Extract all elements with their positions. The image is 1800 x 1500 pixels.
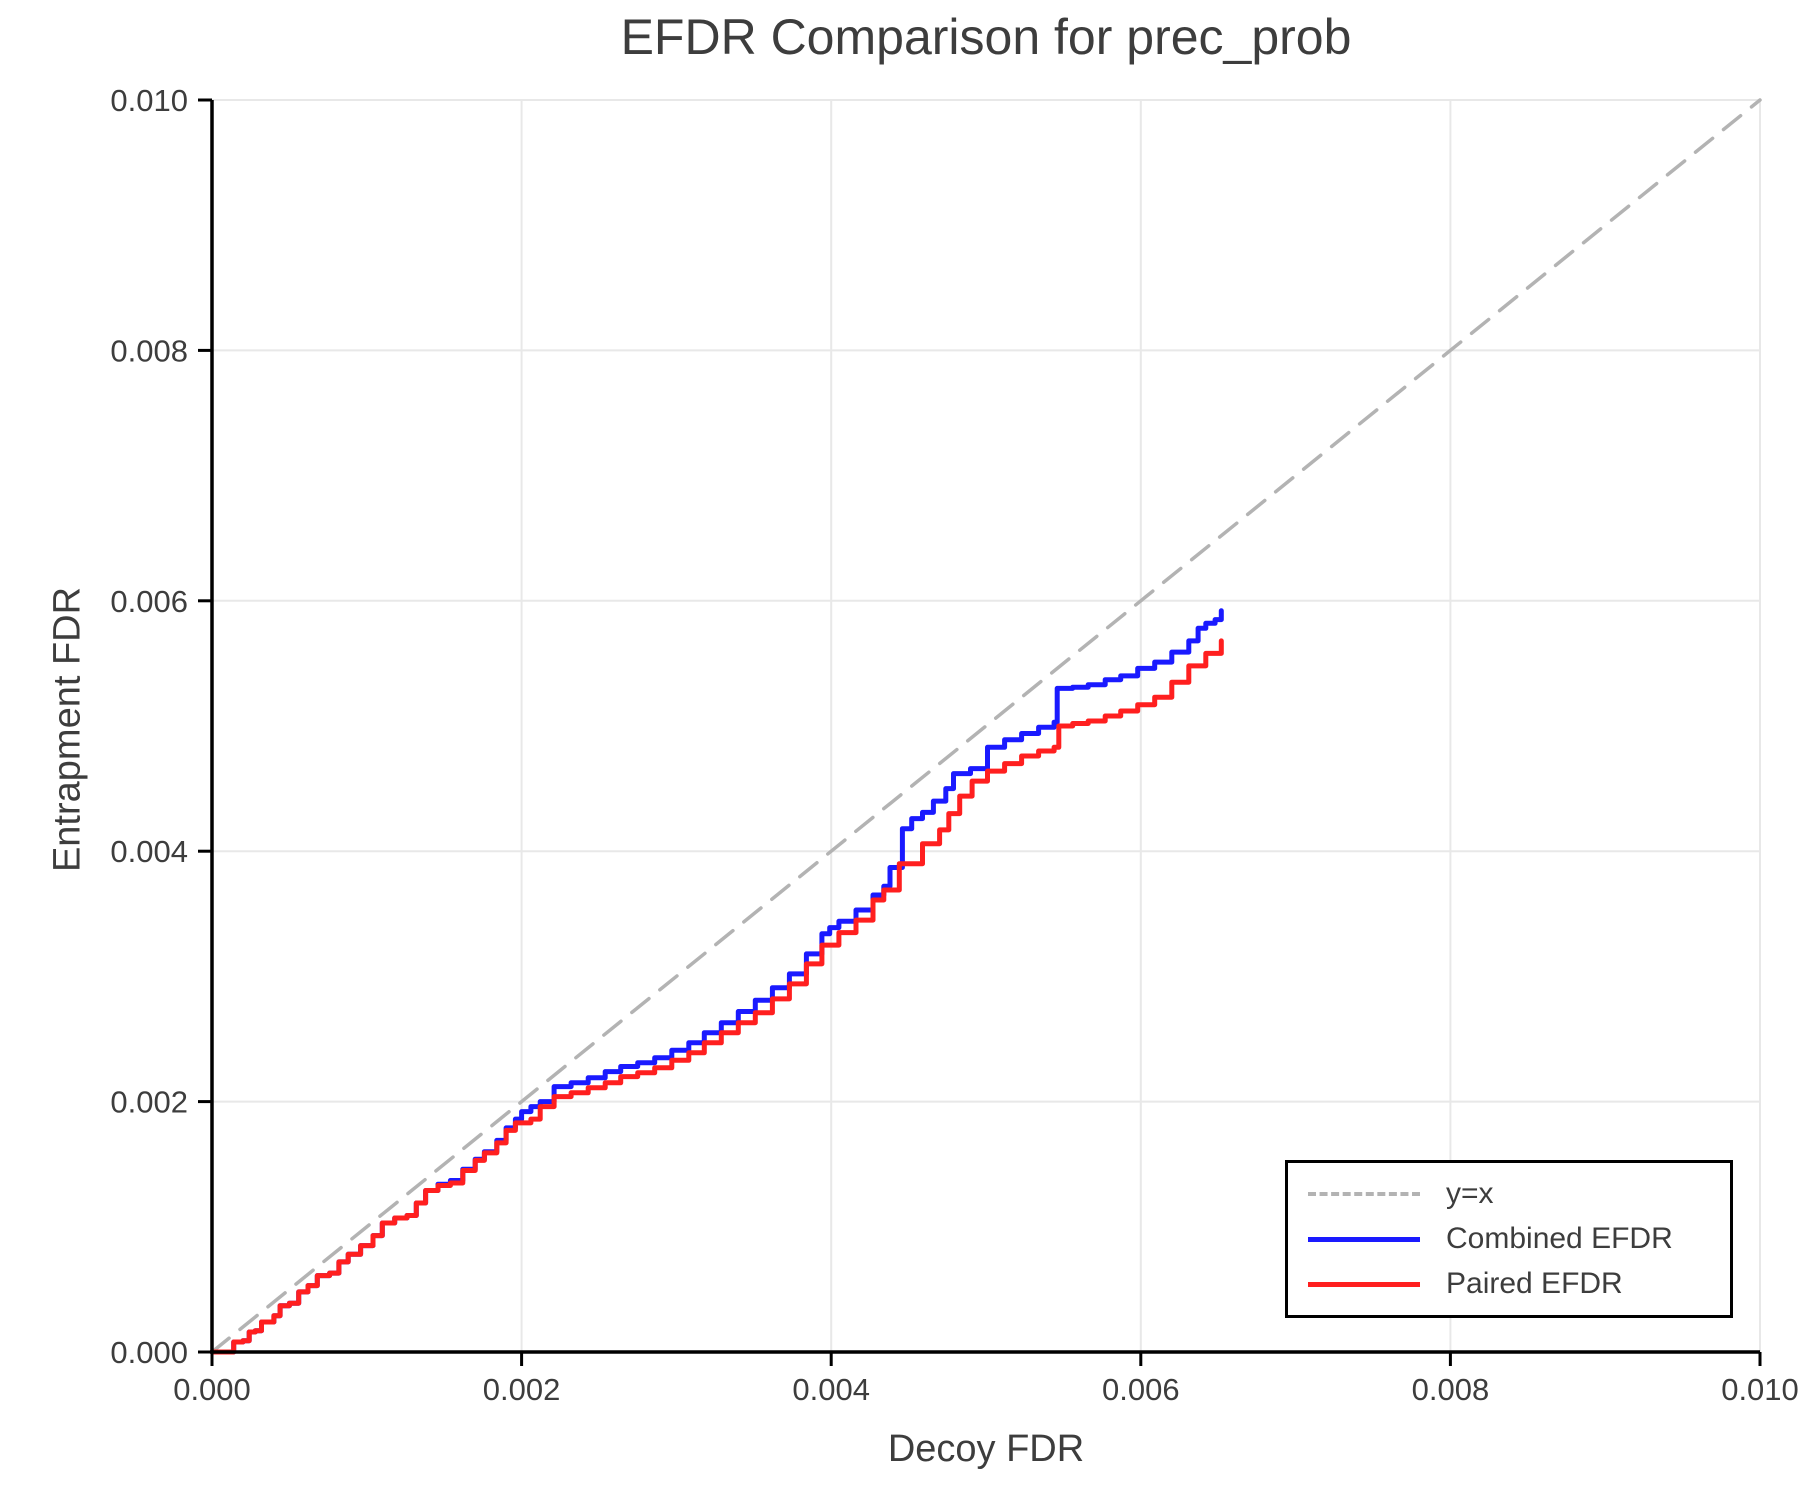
dashed-gray-line-swatch [1308,1192,1420,1196]
paired-efdr-line [209,638,1224,1355]
legend-item-yx: y=x [1308,1176,1730,1212]
red-line-swatch [1308,1281,1420,1287]
data-series [209,98,1762,1355]
x-tick-label: 0.000 [173,1372,251,1407]
legend-label: y=x [1446,1177,1494,1210]
chart-title: EFDR Comparison for prec_prob [620,9,1352,65]
x-tick-label: 0.004 [792,1372,870,1407]
legend-item-paired-efdr: Paired EFDR [1308,1266,1730,1302]
y-tick-label: 0.004 [110,834,188,869]
y-tick-label: 0.008 [110,333,188,368]
x-axis-label: Decoy FDR [887,1428,1085,1470]
y-tick-label: 0.002 [110,1085,188,1120]
legend-label: Paired EFDR [1446,1267,1623,1300]
y-tick-label: 0.000 [110,1335,188,1370]
x-tick-label: 0.006 [1102,1372,1180,1407]
legend: y=x Combined EFDR Paired EFDR [1285,1160,1733,1318]
blue-line-swatch [1308,1236,1420,1242]
x-tick-label: 0.008 [1412,1372,1490,1407]
diagonal-reference-line [210,98,1762,1354]
axis-ticks [198,98,1762,1366]
y-tick-label: 0.010 [110,83,188,118]
axes-spines [210,100,1760,1354]
combined-efdr-line [209,608,1224,1355]
y-tick-label: 0.006 [110,584,188,619]
legend-item-combined-efdr: Combined EFDR [1308,1221,1730,1257]
axis-tick-labels: 0.000 0.002 0.004 0.006 0.008 0.010 0.000 0.002… [110,83,1798,1407]
x-tick-label: 0.002 [483,1372,561,1407]
y-axis-label: Entrapment FDR [46,586,89,873]
x-tick-label: 0.010 [1721,1372,1799,1407]
legend-label: Combined EFDR [1446,1222,1673,1255]
